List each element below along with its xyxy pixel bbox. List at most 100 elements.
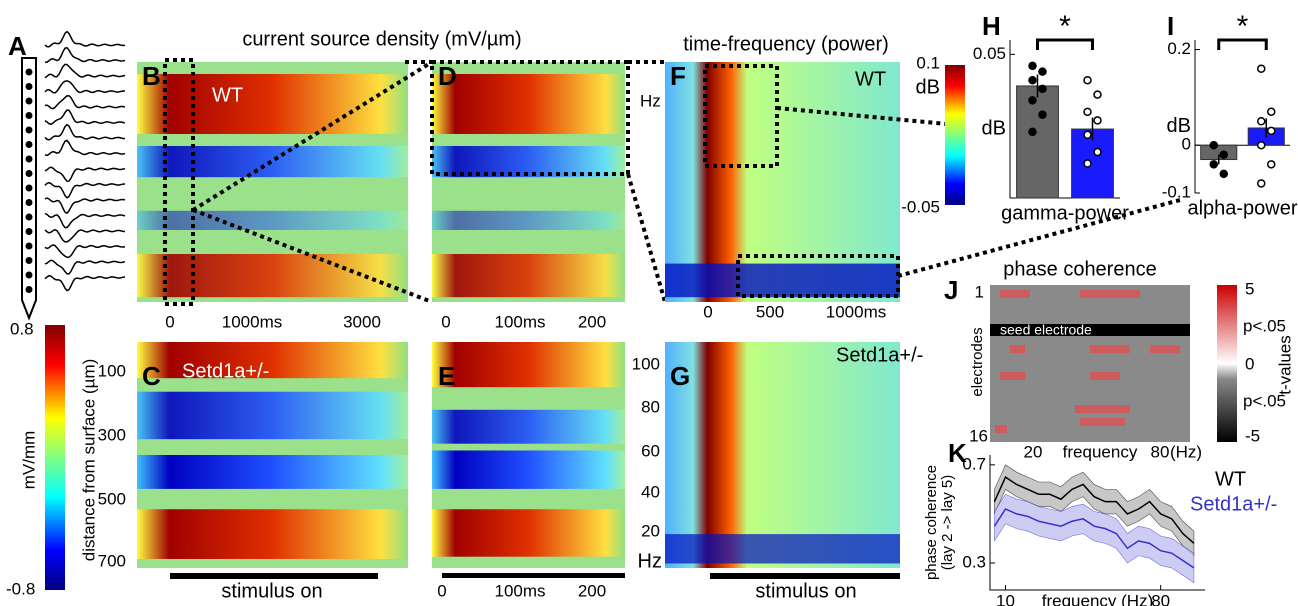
group-label: Setd1a+/- <box>836 344 923 366</box>
colorbar-label: 0.8 <box>10 319 34 338</box>
group-label: WT <box>855 68 886 90</box>
axes <box>989 455 1205 591</box>
heatmap <box>432 62 625 302</box>
map-cell <box>1080 418 1125 426</box>
electrodes <box>25 68 33 293</box>
data-point <box>1083 107 1092 117</box>
x-tick: 3000 <box>343 312 381 331</box>
electrode-site <box>25 199 33 206</box>
row-label: 16 <box>969 426 988 445</box>
y-tick-label: 0.7 <box>962 454 986 473</box>
coherence-map <box>990 285 1190 442</box>
data-point <box>1028 127 1037 137</box>
depth-tick: 700 <box>98 551 126 570</box>
panel-label: C <box>142 361 161 391</box>
zoom-box <box>430 60 630 176</box>
panel-label: D <box>438 61 457 91</box>
y-tick-label: 0.2 <box>1167 39 1191 58</box>
axis-unit: Hz <box>638 550 662 572</box>
electrode-site <box>25 97 33 105</box>
heatmap <box>432 342 625 568</box>
stimulus-bar <box>710 573 900 579</box>
electrode-site <box>25 170 33 177</box>
trace <box>44 259 126 275</box>
map-cell <box>1075 405 1130 413</box>
trace <box>44 46 126 64</box>
heatmap-band <box>137 146 408 178</box>
electrode-shank <box>21 57 37 321</box>
y-tick: 80 <box>641 397 660 416</box>
trace <box>44 274 126 292</box>
trace <box>44 109 126 126</box>
colorbar-label: -0.05 <box>901 197 940 216</box>
heatmap-band <box>137 210 408 230</box>
x-tick: 80 <box>1151 442 1170 461</box>
heatmap-band <box>137 509 408 559</box>
heatmap <box>665 62 900 302</box>
electrode-site <box>25 257 33 264</box>
panel-label: F <box>670 61 686 91</box>
significance-bracket <box>1036 38 1094 50</box>
heatmap-band <box>665 342 900 568</box>
y-tick-label: 0.05 <box>973 44 1006 63</box>
electrode-site <box>25 286 33 293</box>
colorbar-label: -0.8 <box>6 579 35 598</box>
colorbar-label: -5 <box>1245 426 1260 445</box>
panel-label: H <box>982 11 1001 41</box>
map-cell <box>1090 345 1130 353</box>
trace <box>44 244 126 259</box>
data-point <box>1093 116 1102 125</box>
trace <box>44 30 126 48</box>
panel-label: G <box>670 361 690 391</box>
y-tick-label: -0.1 <box>1162 182 1191 201</box>
colorbar-label: 0.1 <box>916 53 940 72</box>
y-tick-label: 0.3 <box>962 552 986 571</box>
section-title: time-frequency (power) <box>683 33 889 55</box>
legend-label: Setd1a+/- <box>1190 493 1277 515</box>
panel-title: phase coherence <box>1003 258 1156 280</box>
panel-label: E <box>438 361 455 391</box>
y-tick: 100 <box>632 354 660 373</box>
data-point <box>1038 67 1047 76</box>
data-point <box>1028 75 1037 85</box>
heatmap-band <box>432 210 625 230</box>
zoom-line <box>191 60 434 212</box>
electrode-site <box>25 213 33 221</box>
map-cell <box>1000 290 1030 298</box>
heatmap-band <box>432 254 625 298</box>
legend-label: WT <box>1215 468 1246 490</box>
data-point <box>1083 130 1092 140</box>
x-tick: 100ms <box>494 581 545 600</box>
data-point <box>1209 160 1218 169</box>
trace <box>44 166 126 182</box>
error-band <box>994 493 1195 584</box>
group-label: Setd1a+/- <box>182 360 269 382</box>
trace <box>44 123 126 141</box>
heatmap-band <box>665 534 900 564</box>
heatmap-band <box>432 409 625 444</box>
electrode-site <box>25 155 33 163</box>
axis-label: distance from surface (µm) <box>79 359 98 562</box>
panel-label: I <box>1167 11 1174 41</box>
heatmap-band <box>137 455 408 489</box>
data-point <box>1257 140 1266 150</box>
colorbar-unit: dB <box>916 76 940 98</box>
electrode-site <box>25 83 33 90</box>
colorbar-label: p<.05 <box>1243 391 1286 410</box>
heatmap <box>137 342 408 568</box>
colorbar <box>1217 285 1237 442</box>
trace <box>44 94 126 110</box>
data-point <box>1093 90 1102 99</box>
map-cell <box>1010 345 1025 353</box>
significance: * <box>1059 10 1071 43</box>
electrode-site <box>25 228 33 235</box>
heatmap-band <box>432 509 625 557</box>
data-point <box>1038 84 1047 94</box>
heatmap-band <box>137 74 408 134</box>
y-axis-label: dB <box>1167 115 1191 137</box>
colorbar <box>945 65 965 205</box>
x-tick-label: 80 <box>1151 591 1170 606</box>
data-point <box>1267 126 1276 136</box>
heatmap-band <box>432 342 625 388</box>
map-cell <box>1000 372 1025 380</box>
